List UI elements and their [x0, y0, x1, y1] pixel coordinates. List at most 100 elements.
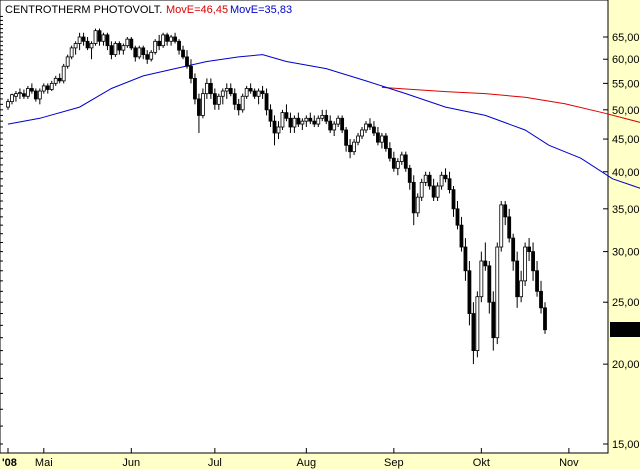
candle-body — [304, 117, 309, 122]
moving-average-line — [381, 86, 640, 123]
candle-body — [467, 270, 472, 314]
candle-body — [6, 101, 10, 108]
last-price-label: 22,64 — [612, 325, 640, 337]
y-tick-label: 50,00 — [612, 105, 640, 117]
candle-body — [527, 246, 531, 253]
candle-body — [360, 129, 364, 137]
plot-area — [0, 0, 609, 454]
candle-body — [399, 154, 404, 162]
candle-body — [212, 93, 217, 105]
candle-body — [427, 174, 432, 187]
candle-body — [411, 181, 416, 214]
candle-body — [173, 36, 177, 42]
x-tick-label: Sep — [384, 457, 404, 469]
candle-body — [348, 144, 352, 153]
candle-body — [77, 36, 82, 44]
candle-body — [197, 98, 201, 116]
candle-body — [81, 36, 86, 42]
candle-body — [336, 117, 341, 125]
candle-body — [531, 251, 535, 272]
candle-body — [201, 93, 205, 116]
candle-body — [129, 38, 134, 49]
candle-body — [228, 88, 233, 95]
candle-body — [479, 260, 484, 298]
candle-body — [459, 224, 464, 248]
candle-body — [443, 174, 448, 180]
candle-body — [137, 47, 142, 58]
candle-body — [352, 141, 356, 153]
candle-body — [29, 88, 34, 92]
y-tick-label: 40,00 — [612, 167, 640, 179]
candle-body — [216, 95, 221, 105]
candle-body — [109, 45, 114, 56]
candle-body — [332, 123, 337, 131]
candle-body — [89, 43, 94, 49]
candle-body — [65, 56, 70, 67]
candle-body — [244, 88, 249, 97]
candle-body — [296, 117, 301, 125]
candle-body — [165, 34, 170, 42]
x-tick-label: Jul — [208, 457, 222, 469]
candle-body — [133, 47, 138, 58]
candle-body — [391, 157, 396, 169]
last-price-marker: 22,64 — [610, 322, 640, 337]
candle-body — [364, 123, 368, 131]
candle-body — [208, 82, 213, 95]
candle-body — [45, 85, 50, 90]
candle-body — [161, 34, 166, 47]
x-axis-labels: '08 Mai Jun Jul Aug Sep Okt Nov — [2, 457, 579, 469]
x-tick-label: Aug — [297, 457, 317, 469]
candle-body — [220, 90, 225, 97]
candle-body — [18, 92, 22, 95]
candle-body — [252, 90, 257, 97]
candle-body — [276, 126, 281, 134]
candle-body — [125, 38, 130, 47]
candle-body — [519, 280, 524, 298]
candle-body — [439, 174, 444, 187]
candle-body — [113, 43, 118, 56]
candle-body — [272, 120, 277, 134]
candle-body — [539, 290, 543, 309]
candle-body — [475, 296, 480, 352]
y-tick-label: 25,00 — [612, 297, 640, 309]
x-tick-label: '08 — [2, 457, 17, 469]
candle-body — [515, 260, 520, 298]
y-tick-label: 15,00 — [612, 439, 640, 451]
candle-body — [471, 313, 476, 352]
candle-body — [85, 40, 90, 49]
candle-body — [264, 93, 269, 111]
candle-body — [356, 135, 360, 143]
candle-body — [268, 109, 273, 122]
candle-body — [324, 115, 329, 122]
candle-body — [280, 112, 285, 128]
candle-body — [121, 45, 126, 51]
candle-body — [308, 117, 313, 122]
candle-body — [117, 43, 122, 51]
candle-body — [37, 90, 42, 100]
candle-body — [511, 237, 516, 262]
candle-body — [495, 246, 500, 339]
y-tick-label: 35,00 — [612, 204, 640, 216]
x-tick-label: Nov — [559, 457, 579, 469]
candle-body — [49, 82, 54, 90]
candle-body — [284, 112, 289, 119]
candle-body — [463, 246, 468, 272]
candle-body — [97, 30, 102, 42]
candle-body — [169, 36, 173, 42]
candle-body — [240, 95, 245, 111]
candle-body — [380, 135, 384, 143]
candle-body — [376, 132, 380, 143]
candle-body — [157, 40, 162, 47]
candle-body — [451, 189, 456, 210]
candle-body — [403, 154, 408, 169]
candle-body — [232, 93, 237, 105]
candle-body — [423, 174, 428, 183]
candlestick-series — [6, 28, 547, 365]
candle-body — [93, 30, 98, 44]
y-tick-label: 60,00 — [612, 54, 640, 66]
candle-body — [455, 208, 460, 226]
candle-body — [383, 135, 388, 149]
candle-body — [57, 77, 62, 82]
moving-average-lines — [7, 54, 640, 189]
